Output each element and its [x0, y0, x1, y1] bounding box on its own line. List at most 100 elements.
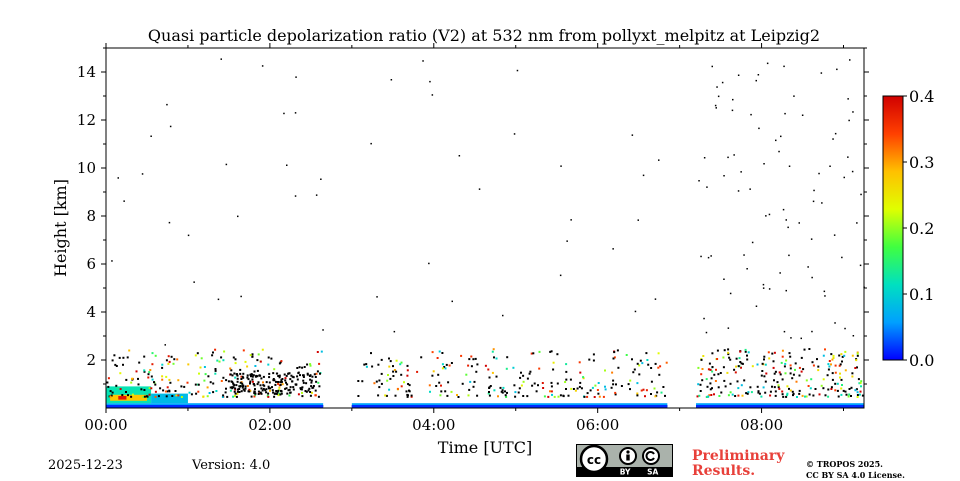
noise-pixel	[784, 362, 787, 365]
noise-pixel	[850, 386, 853, 389]
noise-pixel	[565, 378, 568, 381]
noise-pixel	[817, 369, 820, 372]
noise-pixel	[451, 300, 453, 303]
noise-pixel	[305, 382, 308, 385]
noise-pixel	[750, 391, 753, 394]
noise-pixel	[301, 391, 303, 394]
noise-pixel	[716, 86, 718, 88]
noise-pixel	[234, 392, 237, 395]
noise-pixel	[310, 381, 313, 384]
noise-pixel	[284, 377, 287, 380]
noise-pixel	[559, 274, 562, 277]
noise-pixel	[637, 219, 639, 221]
noise-pixel	[229, 386, 232, 389]
noise-pixel	[115, 365, 118, 367]
noise-pixel	[522, 374, 525, 377]
noise-pixel	[845, 393, 848, 396]
noise-pixel	[775, 139, 777, 142]
noise-pixel	[727, 353, 730, 356]
noise-pixel	[470, 365, 473, 368]
noise-pixel	[310, 379, 313, 382]
noise-pixel	[726, 371, 729, 374]
noise-pixel	[711, 366, 714, 368]
noise-pixel	[495, 357, 498, 360]
noise-pixel	[781, 393, 784, 396]
noise-pixel	[723, 175, 725, 177]
noise-pixel	[128, 389, 131, 392]
noise-pixel	[395, 370, 398, 373]
noise-pixel	[740, 362, 743, 365]
noise-pixel	[653, 387, 656, 390]
noise-pixel	[840, 387, 843, 390]
noise-pixel	[405, 390, 408, 393]
noise-pixel	[470, 355, 473, 358]
noise-pixel	[167, 362, 170, 365]
noise-pixel	[114, 363, 117, 366]
noise-pixel	[830, 388, 833, 390]
noise-pixel	[613, 351, 616, 354]
noise-pixel	[143, 355, 146, 358]
noise-pixel	[121, 394, 124, 396]
noise-pixel	[375, 380, 378, 383]
noise-pixel	[529, 370, 532, 373]
noise-pixel	[697, 366, 700, 369]
noise-pixel	[297, 393, 300, 396]
early-aerosol-core	[110, 394, 147, 401]
noise-pixel	[131, 393, 134, 396]
noise-pixel	[805, 395, 808, 398]
noise-pixel	[281, 383, 284, 386]
noise-pixel	[851, 170, 854, 173]
noise-pixel	[441, 367, 444, 370]
noise-pixel	[294, 112, 297, 114]
noise-pixel	[700, 373, 703, 376]
noise-pixel	[431, 374, 434, 377]
noise-pixel	[177, 394, 180, 397]
noise-pixel	[597, 382, 600, 384]
noise-pixel	[273, 379, 276, 382]
noise-pixel	[644, 395, 646, 398]
noise-pixel	[632, 371, 635, 374]
noise-pixel	[286, 164, 288, 166]
noise-pixel	[259, 360, 262, 363]
noise-pixel	[647, 363, 650, 366]
noise-pixel	[130, 395, 133, 398]
noise-pixel	[290, 374, 293, 377]
noise-pixel	[278, 376, 281, 379]
noise-pixel	[365, 363, 368, 366]
noise-pixel	[492, 348, 495, 351]
noise-pixel	[468, 388, 471, 391]
noise-pixel	[758, 392, 761, 395]
noise-pixel	[786, 394, 789, 397]
noise-pixel	[562, 394, 565, 397]
noise-pixel	[760, 395, 763, 398]
noise-pixel	[615, 383, 617, 386]
noise-pixel	[849, 59, 851, 61]
noise-pixel	[636, 382, 639, 385]
noise-pixel	[183, 385, 186, 388]
noise-pixel	[852, 335, 855, 337]
noise-pixel	[616, 349, 619, 352]
noise-pixel	[714, 380, 717, 382]
noise-pixel	[431, 351, 434, 354]
noise-pixel	[739, 350, 742, 353]
noise-pixel	[706, 385, 709, 388]
noise-pixel	[800, 356, 803, 359]
noise-pixel	[737, 365, 740, 368]
noise-pixel	[443, 366, 446, 368]
noise-pixel	[277, 381, 279, 383]
noise-pixel	[848, 393, 851, 396]
noise-pixel	[271, 386, 273, 389]
noise-pixel	[614, 393, 617, 396]
surface-layer-base	[696, 405, 864, 408]
noise-pixel	[604, 385, 606, 388]
noise-pixel	[654, 298, 657, 300]
noise-pixel	[161, 375, 164, 378]
noise-pixel	[566, 240, 568, 242]
noise-pixel	[168, 390, 171, 393]
noise-pixel	[501, 389, 504, 392]
noise-pixel	[780, 361, 783, 364]
noise-pixel	[140, 388, 143, 391]
noise-pixel	[488, 376, 491, 379]
noise-pixel	[810, 238, 813, 240]
noise-pixel	[253, 390, 256, 393]
